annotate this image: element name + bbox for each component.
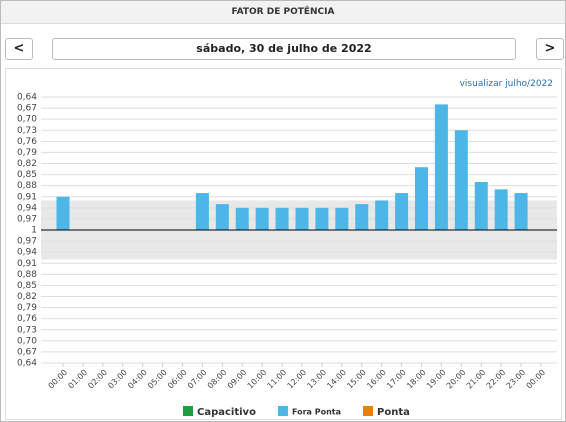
- x-tick-label: 22:00: [485, 368, 508, 391]
- legend-swatch: [183, 406, 193, 416]
- next-button[interactable]: >: [536, 38, 564, 60]
- y-tick-label: 0,64: [17, 93, 37, 103]
- legend-label: Ponta: [377, 407, 410, 418]
- x-tick-label: 10:00: [246, 368, 269, 391]
- y-tick-label: 0,88: [17, 181, 37, 191]
- y-tick-label: 0,88: [17, 270, 37, 280]
- y-tick-label: 0,67: [17, 347, 37, 357]
- x-tick-label: 14:00: [325, 368, 348, 391]
- bar: [255, 207, 269, 230]
- bar: [235, 207, 249, 230]
- x-tick-label: 19:00: [425, 368, 448, 391]
- y-tick-label: 0,79: [17, 148, 37, 158]
- bar: [375, 200, 389, 230]
- y-tick-label: 0,79: [17, 303, 37, 313]
- y-tick-label: 0,70: [17, 336, 37, 346]
- chart-panel: visualizar julho/2022: [5, 68, 562, 420]
- bar: [415, 167, 428, 230]
- y-tick-label: 0,70: [17, 115, 37, 125]
- bar: [514, 193, 528, 230]
- y-tick-label: 0,73: [17, 325, 37, 335]
- x-tick-label: 04:00: [126, 368, 149, 391]
- bar: [434, 104, 448, 230]
- legend-label: Capacitivo: [197, 407, 256, 418]
- y-tick-label: 0,85: [17, 170, 37, 180]
- y-tick-label: 0,76: [17, 314, 37, 324]
- x-tick-label: 03:00: [106, 368, 129, 391]
- y-tick-label: 0,82: [17, 292, 37, 302]
- bar: [275, 207, 289, 230]
- bar: [355, 204, 369, 230]
- bar: [315, 207, 329, 230]
- x-tick-label: 15:00: [345, 368, 368, 391]
- x-tick-label: 21:00: [465, 368, 488, 391]
- bar: [335, 207, 349, 230]
- x-tick-label: 18:00: [405, 368, 428, 391]
- legend-label: Fora Ponta: [292, 408, 341, 417]
- y-tick-label: 0,85: [17, 281, 37, 291]
- y-tick-label: 0,82: [17, 159, 37, 169]
- prev-button[interactable]: <: [5, 38, 33, 60]
- y-tick-label: 0,76: [17, 137, 37, 147]
- bar: [195, 193, 209, 230]
- y-tick-label: 0,91: [17, 259, 37, 269]
- x-tick-label: 23:00: [505, 368, 528, 391]
- header-title: FATOR DE POTÊNCIA: [1, 1, 565, 24]
- month-link[interactable]: visualizar julho/2022: [459, 79, 553, 89]
- x-tick-label: 00:00: [47, 368, 70, 391]
- x-tick-label: 13:00: [305, 368, 328, 391]
- bar: [56, 196, 70, 230]
- x-tick-label: 12:00: [286, 368, 309, 391]
- bar: [395, 193, 409, 230]
- y-tick-label: 0,97: [17, 214, 37, 224]
- legend-swatch: [363, 406, 373, 416]
- x-tick-label: 20:00: [445, 368, 468, 391]
- x-tick-label: 06:00: [166, 368, 189, 391]
- bar: [295, 207, 309, 230]
- x-tick-label: 09:00: [226, 368, 249, 391]
- y-tick-label: 0,91: [17, 192, 37, 202]
- y-tick-label: 0,94: [17, 248, 37, 258]
- bar: [474, 181, 488, 230]
- x-tick-label: 17:00: [385, 368, 408, 391]
- x-tick-label: 02:00: [86, 368, 109, 391]
- y-tick-label: 0,67: [17, 104, 37, 114]
- x-tick-label: 11:00: [266, 368, 289, 391]
- x-tick-label: 07:00: [186, 368, 209, 391]
- x-tick-label: 16:00: [365, 368, 388, 391]
- y-tick-label: 1: [31, 226, 37, 236]
- y-tick-label: 0,64: [17, 359, 37, 369]
- bar: [494, 189, 508, 230]
- x-tick-label: 01:00: [66, 368, 89, 391]
- y-tick-label: 0,97: [17, 237, 37, 247]
- y-tick-label: 0,73: [17, 126, 37, 136]
- x-tick-label: 05:00: [146, 368, 169, 391]
- legend-swatch: [277, 406, 288, 416]
- bar: [454, 130, 468, 230]
- bar: [215, 204, 229, 230]
- y-tick-label: 0,94: [17, 203, 37, 213]
- x-tick-label: 00:00: [525, 368, 548, 391]
- date-label: sábado, 30 de julho de 2022: [52, 38, 516, 60]
- x-tick-label: 08:00: [206, 368, 229, 391]
